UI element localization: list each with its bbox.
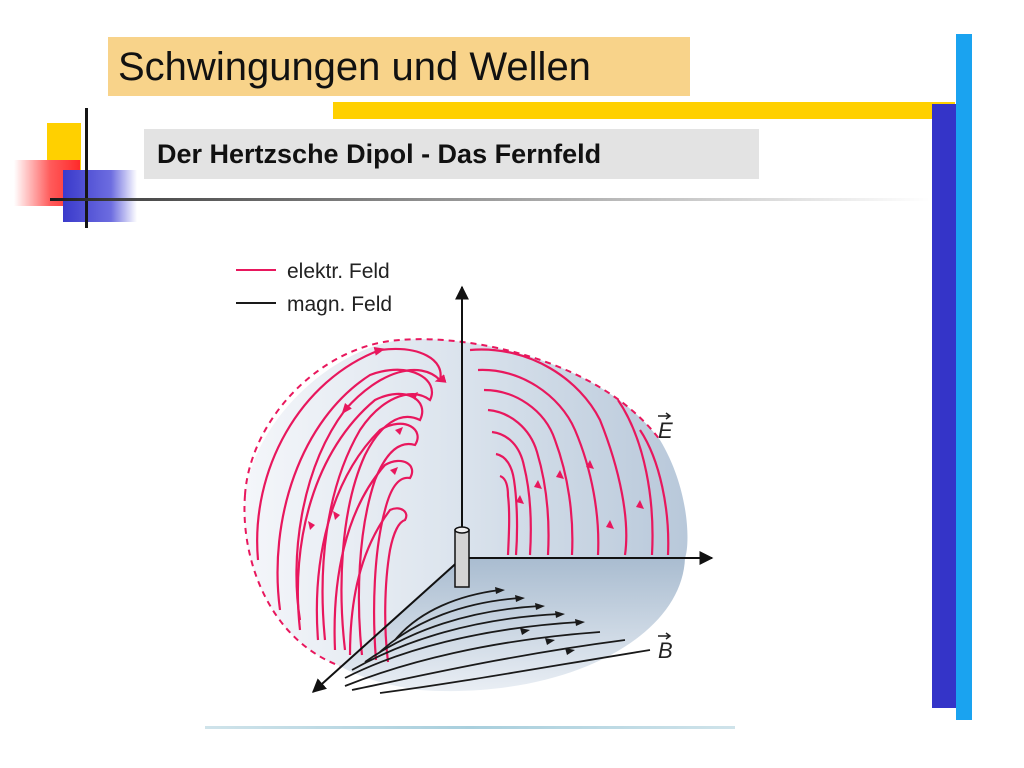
figure-bottom-line	[205, 726, 735, 729]
dipole-antenna	[454, 529, 470, 588]
electric-field-lines-right	[469, 348, 670, 556]
decor-vertical-line	[85, 108, 88, 228]
label-b-vector: B	[658, 638, 673, 663]
decor-blue-square	[63, 170, 137, 222]
dipole-antenna-top	[454, 526, 470, 534]
magnetic-field-arrows	[495, 587, 585, 655]
legend-electric-label: elektr. Feld	[287, 260, 390, 283]
label-e-vector: E	[658, 418, 673, 443]
page-title: Schwingungen und Wellen	[118, 45, 591, 89]
magnetic-field-lines	[344, 589, 651, 694]
subtitle-box	[144, 129, 759, 179]
legend-magnetic-label: magn. Feld	[287, 293, 392, 316]
vector-arrow-e-icon	[658, 412, 672, 420]
page-subtitle: Der Hertzsche Dipol - Das Fernfeld	[157, 139, 602, 169]
decor-blue-right-bar	[932, 104, 956, 708]
electric-field-lines-left	[256, 347, 447, 663]
decor-yellow-bar	[333, 102, 955, 119]
shell-rim-dashed	[244, 338, 661, 496]
dipole-far-field-diagram: elektr. Feld magn. Feld	[236, 260, 714, 694]
y-axis	[311, 557, 463, 693]
shell-rim-left	[243, 494, 341, 667]
vector-arrow-b-icon	[658, 632, 672, 640]
electric-field-arrows	[308, 392, 644, 530]
decor-cyan-right-bar	[956, 34, 972, 720]
title-box	[108, 37, 690, 96]
decor-horizontal-line	[50, 198, 930, 201]
hemisphere-shell	[244, 339, 688, 666]
